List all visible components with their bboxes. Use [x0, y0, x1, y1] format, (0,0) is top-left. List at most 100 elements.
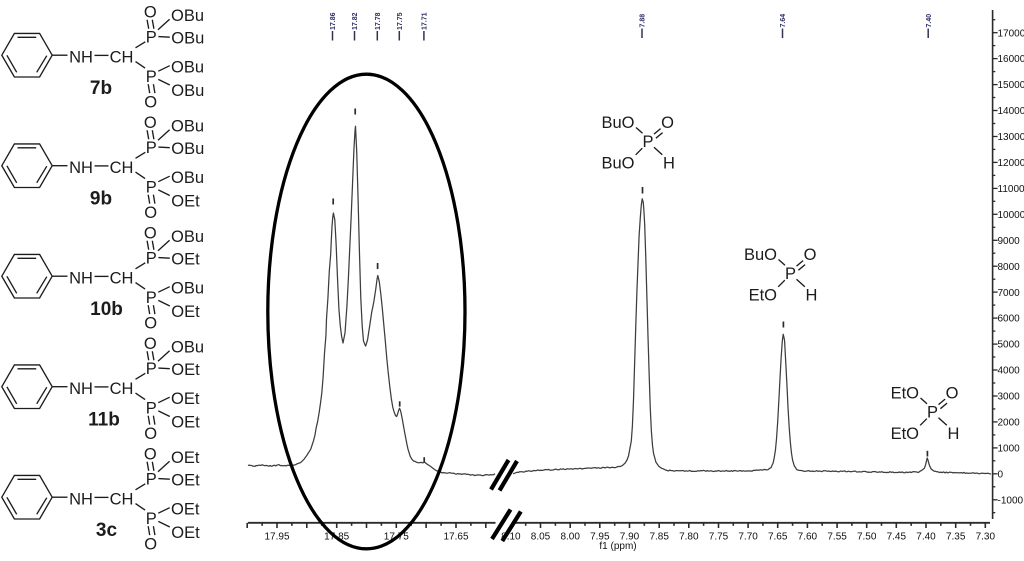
svg-text:7.64: 7.64 [780, 14, 787, 28]
svg-text:7.35: 7.35 [946, 532, 966, 543]
svg-text:O: O [144, 225, 157, 243]
svg-text:7.65: 7.65 [768, 532, 788, 543]
svg-text:P: P [146, 139, 157, 157]
svg-text:7.75: 7.75 [709, 532, 729, 543]
svg-text:O: O [144, 4, 157, 22]
svg-text:7.50: 7.50 [857, 532, 877, 543]
svg-text:O: O [804, 246, 817, 264]
svg-text:NH: NH [69, 380, 93, 398]
svg-text:8.05: 8.05 [531, 532, 551, 543]
svg-text:5000: 5000 [998, 340, 1021, 351]
svg-text:OEt: OEt [171, 303, 200, 321]
svg-text:15000: 15000 [998, 80, 1024, 91]
svg-text:10b: 10b [90, 299, 123, 320]
svg-text:14000: 14000 [998, 106, 1024, 117]
svg-text:OBu: OBu [171, 228, 204, 246]
svg-text:-1000: -1000 [998, 495, 1024, 506]
svg-text:P: P [642, 133, 653, 151]
svg-text:2000: 2000 [998, 418, 1021, 429]
svg-text:7.70: 7.70 [738, 532, 758, 543]
svg-text:OEt: OEt [171, 193, 200, 211]
svg-text:16000: 16000 [998, 54, 1024, 65]
svg-text:BuO: BuO [601, 114, 634, 132]
svg-text:CH: CH [110, 380, 134, 398]
svg-text:P: P [146, 470, 157, 488]
svg-text:P: P [146, 178, 157, 196]
svg-text:OBu: OBu [171, 30, 204, 48]
svg-text:EtO: EtO [749, 286, 778, 304]
svg-text:P: P [785, 265, 796, 283]
svg-text:f1 (ppm): f1 (ppm) [599, 541, 636, 552]
svg-text:7.30: 7.30 [976, 532, 996, 543]
svg-text:8.00: 8.00 [560, 532, 580, 543]
svg-text:12000: 12000 [998, 158, 1024, 169]
svg-text:OEt: OEt [171, 472, 200, 490]
svg-text:OBu: OBu [171, 140, 204, 158]
svg-text:BuO: BuO [744, 246, 777, 264]
svg-text:8000: 8000 [998, 262, 1021, 273]
svg-text:OBu: OBu [171, 279, 204, 297]
svg-text:7b: 7b [90, 78, 112, 99]
svg-text:7.80: 7.80 [679, 532, 699, 543]
svg-text:10000: 10000 [998, 210, 1024, 221]
svg-text:P: P [146, 68, 157, 86]
svg-text:17000: 17000 [998, 28, 1024, 39]
svg-text:OBu: OBu [171, 117, 204, 135]
svg-text:O: O [946, 385, 959, 403]
svg-text:17.82: 17.82 [352, 12, 359, 30]
svg-text:3c: 3c [96, 520, 118, 541]
svg-text:CH: CH [110, 159, 134, 177]
svg-text:17.71: 17.71 [422, 12, 429, 30]
svg-text:P: P [146, 249, 157, 267]
svg-text:7.55: 7.55 [827, 532, 847, 543]
svg-text:OEt: OEt [171, 390, 200, 408]
svg-text:13000: 13000 [998, 132, 1024, 143]
svg-text:7.40: 7.40 [926, 14, 933, 28]
svg-text:OBu: OBu [171, 169, 204, 187]
svg-text:1000: 1000 [998, 444, 1021, 455]
svg-text:P: P [146, 360, 157, 378]
svg-text:OBu: OBu [171, 338, 204, 356]
svg-text:O: O [144, 114, 157, 132]
svg-text:NH: NH [69, 159, 93, 177]
svg-text:7.60: 7.60 [798, 532, 818, 543]
svg-text:11b: 11b [88, 409, 120, 430]
svg-text:P: P [146, 510, 157, 528]
svg-text:17.65: 17.65 [443, 532, 468, 543]
svg-text:CH: CH [110, 48, 134, 66]
svg-text:17.75: 17.75 [397, 12, 404, 30]
svg-text:OBu: OBu [171, 82, 204, 100]
svg-text:17.78: 17.78 [375, 12, 382, 30]
svg-text:NH: NH [69, 48, 93, 66]
svg-text:7.40: 7.40 [916, 532, 936, 543]
svg-text:4000: 4000 [998, 366, 1021, 377]
svg-text:BuO: BuO [601, 154, 634, 172]
svg-text:17.95: 17.95 [264, 532, 289, 543]
svg-text:O: O [144, 335, 157, 353]
svg-text:O: O [144, 425, 157, 443]
svg-text:O: O [661, 114, 674, 132]
svg-text:O: O [144, 315, 157, 333]
svg-text:EtO: EtO [891, 425, 920, 443]
svg-text:OEt: OEt [171, 361, 200, 379]
svg-text:P: P [146, 399, 157, 417]
svg-text:NH: NH [69, 490, 93, 508]
svg-text:O: O [144, 446, 157, 464]
svg-text:EtO: EtO [891, 385, 920, 403]
svg-text:H: H [948, 425, 960, 443]
svg-text:OEt: OEt [171, 524, 200, 542]
svg-text:OEt: OEt [171, 449, 200, 467]
svg-text:9b: 9b [90, 188, 112, 209]
svg-text:6000: 6000 [998, 314, 1021, 325]
svg-text:H: H [806, 286, 818, 304]
svg-text:OBu: OBu [171, 7, 204, 25]
svg-text:P: P [146, 289, 157, 307]
svg-text:O: O [144, 94, 157, 112]
svg-text:O: O [144, 204, 157, 222]
svg-text:7000: 7000 [998, 288, 1021, 299]
svg-text:H: H [663, 154, 675, 172]
svg-text:O: O [144, 536, 157, 554]
svg-text:9000: 9000 [998, 236, 1021, 247]
svg-text:OBu: OBu [171, 58, 204, 76]
svg-text:NH: NH [69, 269, 93, 287]
